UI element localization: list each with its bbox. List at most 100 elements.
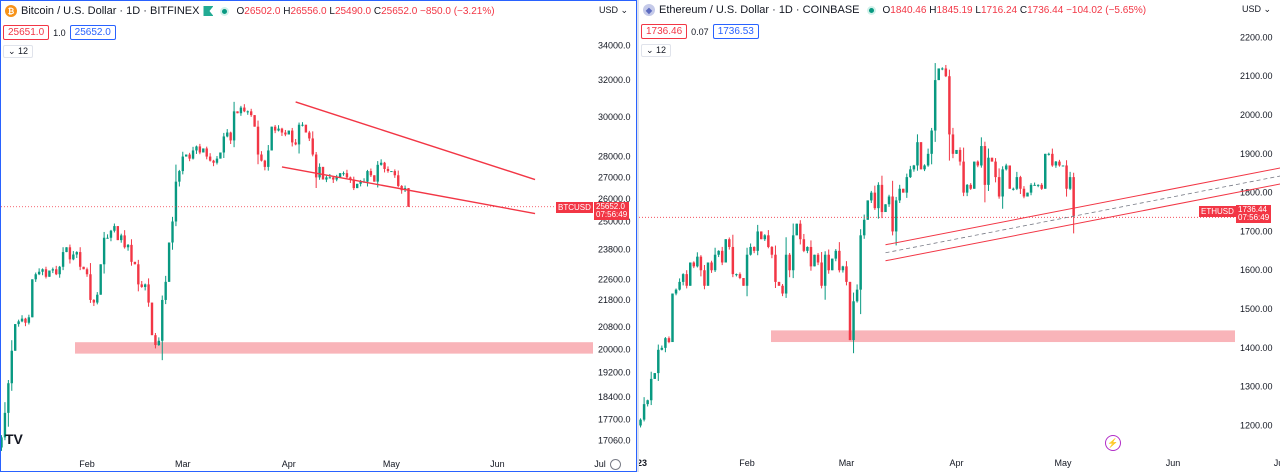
btc-chart-pane[interactable]: 34000.0 32000.0 30000.0 28000.0 27000.0 26000… (0, 0, 637, 472)
candle-body (82, 266, 85, 270)
candle-body (859, 235, 862, 290)
eth-bid-ask: 1736.46 0.07 1736.53 (641, 24, 759, 39)
btc-ask[interactable]: 25652.0 (69, 25, 116, 40)
candle-body (649, 378, 653, 401)
candle-body (955, 149, 958, 154)
candle-body (185, 154, 188, 157)
candle-body (731, 246, 735, 275)
candle-body (150, 302, 154, 336)
settings-icon[interactable] (610, 459, 621, 470)
eth-chart-pane[interactable]: 2200.00 2100.00 2000.00 1900.00 1800.00 1700.… (639, 0, 1280, 472)
y-tick-label: 19200.0 (598, 368, 631, 378)
candle-body (749, 246, 752, 255)
support-zone (75, 342, 593, 354)
candle-body (674, 289, 678, 294)
candle-body (164, 281, 167, 300)
candle-body (253, 115, 256, 127)
btc-title[interactable]: Bitcoin / U.S. Dollar · 1D · BITFINEX (21, 5, 200, 17)
candle-body (873, 192, 877, 209)
x-tick-label: Feb (79, 459, 95, 469)
candle-body (260, 154, 263, 161)
candle-body (813, 254, 816, 267)
candle-body (802, 239, 806, 251)
candle-body (944, 68, 948, 77)
candle-body (770, 246, 774, 255)
y-tick-label: 20800.0 (598, 322, 631, 332)
candle-body (273, 126, 277, 131)
y-tick-label: 26000.0 (598, 194, 631, 204)
candle-body (61, 252, 65, 267)
candle-body (92, 299, 96, 303)
candle-body (3, 412, 7, 438)
candle-body (342, 173, 345, 175)
btc-bid[interactable]: 25651.0 (3, 25, 50, 40)
candle-body (222, 136, 226, 153)
tradingview-logo-icon[interactable]: TV (5, 431, 23, 447)
candle-body (1036, 184, 1040, 186)
eth-bid[interactable]: 1736.46 (641, 24, 688, 39)
candle-body (791, 235, 795, 271)
candle-body (154, 335, 157, 346)
candle-body (198, 146, 202, 153)
btc-indicators-toggle[interactable]: ⌄ 12 (3, 45, 34, 58)
candle-body (99, 264, 102, 295)
flag-icon[interactable] (203, 6, 214, 16)
candle-body (788, 254, 791, 271)
candle-body (89, 274, 92, 300)
candle-body (806, 246, 809, 251)
candle-body (291, 130, 294, 143)
candle-body (667, 338, 671, 343)
eth-last-price-tag: 1736.44 07:56:49 (1236, 205, 1272, 223)
candle-body (10, 350, 13, 384)
btc-spread: 1.0 (53, 27, 66, 38)
candle-body (294, 142, 297, 145)
candle-body (884, 204, 887, 213)
eth-ask[interactable]: 1736.53 (712, 24, 759, 39)
btc-currency-select[interactable]: USD ⌄ (599, 5, 629, 15)
candle-body (359, 181, 362, 184)
candle-body (738, 274, 742, 279)
y-tick-label: 32000.0 (598, 75, 631, 85)
candle-body (171, 221, 174, 243)
candle-body (905, 177, 909, 193)
candle-body (894, 200, 898, 232)
eth-indicators-toggle[interactable]: ⌄ 12 (641, 44, 672, 57)
candle-body (642, 404, 646, 420)
candle-body (1044, 153, 1047, 189)
y-tick-label: 27000.0 (598, 172, 631, 182)
candle-body (696, 256, 699, 267)
candle-body (852, 301, 855, 341)
candle-body (284, 132, 287, 135)
candle-body (831, 258, 834, 271)
candle-body (1, 437, 3, 448)
candle-body (96, 294, 99, 303)
candle-body (877, 184, 880, 209)
x-tick-label: Mar (175, 459, 191, 469)
eth-legend: ◆ Ethereum / U.S. Dollar · 1D · COINBASE… (643, 4, 1146, 16)
candle-body (277, 128, 280, 131)
eth-spread: 0.07 (691, 26, 709, 37)
candle-body (48, 270, 51, 277)
candle-body (980, 146, 983, 166)
candle-body (400, 185, 403, 191)
candle-body (745, 254, 749, 286)
candle-body (933, 80, 937, 131)
eth-title[interactable]: Ethereum / U.S. Dollar · 1D · COINBASE (659, 4, 860, 16)
candle-body (369, 171, 373, 176)
candle-body (318, 166, 321, 178)
pane-separator[interactable] (637, 0, 639, 472)
candle-body (820, 262, 823, 286)
candle-body (161, 299, 164, 341)
candle-body (120, 235, 123, 241)
candle-body (774, 254, 777, 282)
lightning-icon[interactable]: ⚡ (1105, 435, 1121, 451)
candle-body (386, 168, 390, 172)
candle-body (660, 347, 664, 350)
eth-candlestick-chart[interactable]: 2200.00 2100.00 2000.00 1900.00 1800.00 1700.… (639, 0, 1280, 472)
y-tick-label: 1700.00 (1240, 226, 1273, 236)
candle-body (27, 317, 31, 323)
y-tick-label: 1800.00 (1240, 188, 1273, 198)
eth-currency-select[interactable]: USD ⌄ (1242, 4, 1272, 14)
btc-candlestick-chart[interactable]: 34000.0 32000.0 30000.0 28000.0 27000.0 26000… (1, 1, 637, 472)
support-zone (771, 330, 1235, 343)
